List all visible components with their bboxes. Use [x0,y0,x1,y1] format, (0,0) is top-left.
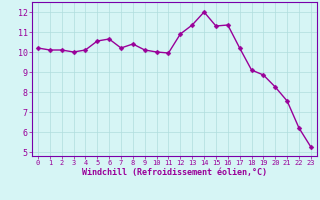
X-axis label: Windchill (Refroidissement éolien,°C): Windchill (Refroidissement éolien,°C) [82,168,267,177]
